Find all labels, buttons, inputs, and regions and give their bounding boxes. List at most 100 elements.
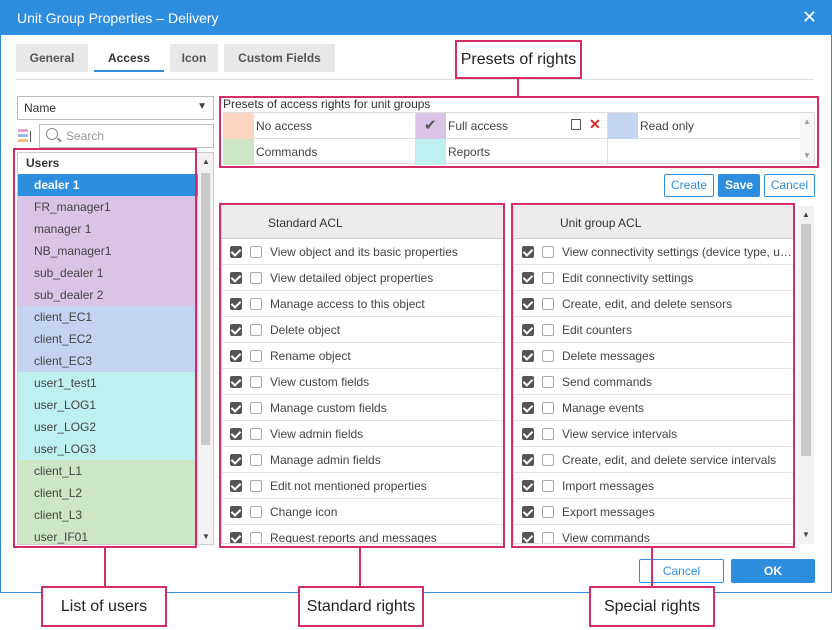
list-item[interactable]: sub_dealer 2 (18, 284, 198, 306)
scroll-down-icon[interactable]: ▼ (803, 151, 811, 160)
scrollbar-thumb[interactable] (201, 173, 210, 445)
checked-checkbox[interactable] (522, 376, 534, 388)
preset-read-only[interactable]: Read only (608, 113, 800, 139)
scroll-down-icon[interactable]: ▼ (802, 530, 810, 539)
list-item[interactable]: client_EC2 (18, 328, 198, 350)
search-input[interactable] (64, 127, 204, 145)
unchecked-checkbox[interactable] (542, 480, 554, 492)
unchecked-checkbox[interactable] (542, 246, 554, 258)
unchecked-checkbox[interactable] (542, 402, 554, 414)
checked-checkbox[interactable] (230, 298, 242, 310)
delete-icon[interactable]: ✕ (589, 116, 601, 132)
unchecked-checkbox[interactable] (250, 350, 262, 362)
tab-general[interactable]: General (16, 44, 88, 72)
checked-checkbox[interactable] (230, 402, 242, 414)
scroll-up-icon[interactable]: ▲ (202, 157, 210, 166)
checked-checkbox[interactable] (522, 272, 534, 284)
checked-checkbox[interactable] (522, 532, 534, 543)
save-preset-button[interactable]: Save (718, 174, 760, 197)
list-item[interactable]: user_LOG2 (18, 416, 198, 438)
unchecked-checkbox[interactable] (250, 454, 262, 466)
preset-reports[interactable]: Reports (416, 139, 608, 165)
list-item[interactable]: manager 1 (18, 218, 198, 240)
checked-checkbox[interactable] (522, 480, 534, 492)
checked-checkbox[interactable] (230, 246, 242, 258)
unchecked-checkbox[interactable] (250, 324, 262, 336)
unchecked-checkbox[interactable] (250, 272, 262, 284)
checked-checkbox[interactable] (522, 428, 534, 440)
unchecked-checkbox[interactable] (250, 246, 262, 258)
sort-order-icon[interactable] (18, 127, 34, 145)
checked-checkbox[interactable] (230, 506, 242, 518)
checked-checkbox[interactable] (522, 506, 534, 518)
list-item[interactable]: user_LOG1 (18, 394, 198, 416)
unchecked-checkbox[interactable] (542, 454, 554, 466)
tab-custom-fields[interactable]: Custom Fields (224, 44, 335, 72)
table-row: Delete object (222, 317, 504, 343)
cancel-button[interactable]: Cancel (639, 559, 724, 583)
checked-checkbox[interactable] (522, 246, 534, 258)
list-item[interactable]: dealer 1 (18, 174, 198, 196)
tab-access[interactable]: Access (94, 44, 164, 72)
checked-checkbox[interactable] (230, 324, 242, 336)
checked-checkbox[interactable] (522, 402, 534, 414)
list-item[interactable]: NB_manager1 (18, 240, 198, 262)
checked-checkbox[interactable] (230, 454, 242, 466)
preset-full-access[interactable]: ✔ Full access ✕ (416, 113, 608, 139)
unchecked-checkbox[interactable] (542, 324, 554, 336)
ok-button[interactable]: OK (731, 559, 815, 583)
unchecked-checkbox[interactable] (542, 506, 554, 518)
create-preset-button[interactable]: Create (664, 174, 714, 197)
copy-icon[interactable] (571, 119, 581, 130)
acl-scrollbar[interactable]: ▲ ▼ (798, 206, 814, 544)
unchecked-checkbox[interactable] (542, 298, 554, 310)
checked-checkbox[interactable] (230, 428, 242, 440)
cancel-preset-button[interactable]: Cancel (764, 174, 815, 197)
list-item[interactable]: client_L2 (18, 482, 198, 504)
unchecked-checkbox[interactable] (250, 402, 262, 414)
checked-checkbox[interactable] (522, 324, 534, 336)
checked-checkbox[interactable] (522, 298, 534, 310)
scroll-down-icon[interactable]: ▼ (202, 532, 210, 541)
checked-checkbox[interactable] (230, 532, 242, 543)
unchecked-checkbox[interactable] (250, 428, 262, 440)
checked-checkbox[interactable] (522, 454, 534, 466)
unchecked-checkbox[interactable] (542, 272, 554, 284)
checked-checkbox[interactable] (522, 350, 534, 362)
scroll-up-icon[interactable]: ▲ (802, 210, 810, 219)
table-row: Edit connectivity settings (514, 265, 794, 291)
list-item[interactable]: client_L3 (18, 504, 198, 526)
scrollbar-thumb[interactable] (801, 224, 811, 456)
unchecked-checkbox[interactable] (250, 506, 262, 518)
checked-checkbox[interactable] (230, 272, 242, 284)
user-list-scrollbar[interactable]: ▲ ▼ (198, 153, 213, 544)
unchecked-checkbox[interactable] (542, 376, 554, 388)
list-item[interactable]: user_LOG3 (18, 438, 198, 460)
unchecked-checkbox[interactable] (250, 298, 262, 310)
unchecked-checkbox[interactable] (542, 350, 554, 362)
scroll-up-icon[interactable]: ▲ (803, 117, 811, 126)
unchecked-checkbox[interactable] (250, 480, 262, 492)
list-item[interactable]: FR_manager1 (18, 196, 198, 218)
list-item[interactable]: user_IF01 (18, 526, 198, 544)
list-item[interactable]: sub_dealer 1 (18, 262, 198, 284)
unchecked-checkbox[interactable] (250, 376, 262, 388)
unchecked-checkbox[interactable] (542, 428, 554, 440)
preset-no-access[interactable]: No access (224, 113, 416, 139)
list-item[interactable]: client_L1 (18, 460, 198, 482)
sort-select[interactable]: Name ▼ (17, 96, 214, 120)
list-item[interactable]: client_EC3 (18, 350, 198, 372)
unchecked-checkbox[interactable] (542, 532, 554, 543)
right-label: Delete object (270, 323, 341, 337)
preset-commands[interactable]: Commands (224, 139, 416, 165)
list-item[interactable]: client_EC1 (18, 306, 198, 328)
search-box[interactable] (39, 124, 214, 148)
unchecked-checkbox[interactable] (250, 532, 262, 543)
preset-scrollbar[interactable]: ▲ ▼ (800, 113, 814, 163)
checked-checkbox[interactable] (230, 350, 242, 362)
list-item[interactable]: user1_test1 (18, 372, 198, 394)
checked-checkbox[interactable] (230, 376, 242, 388)
checked-checkbox[interactable] (230, 480, 242, 492)
close-icon[interactable]: ✕ (801, 7, 817, 27)
tab-icon[interactable]: Icon (170, 44, 218, 72)
